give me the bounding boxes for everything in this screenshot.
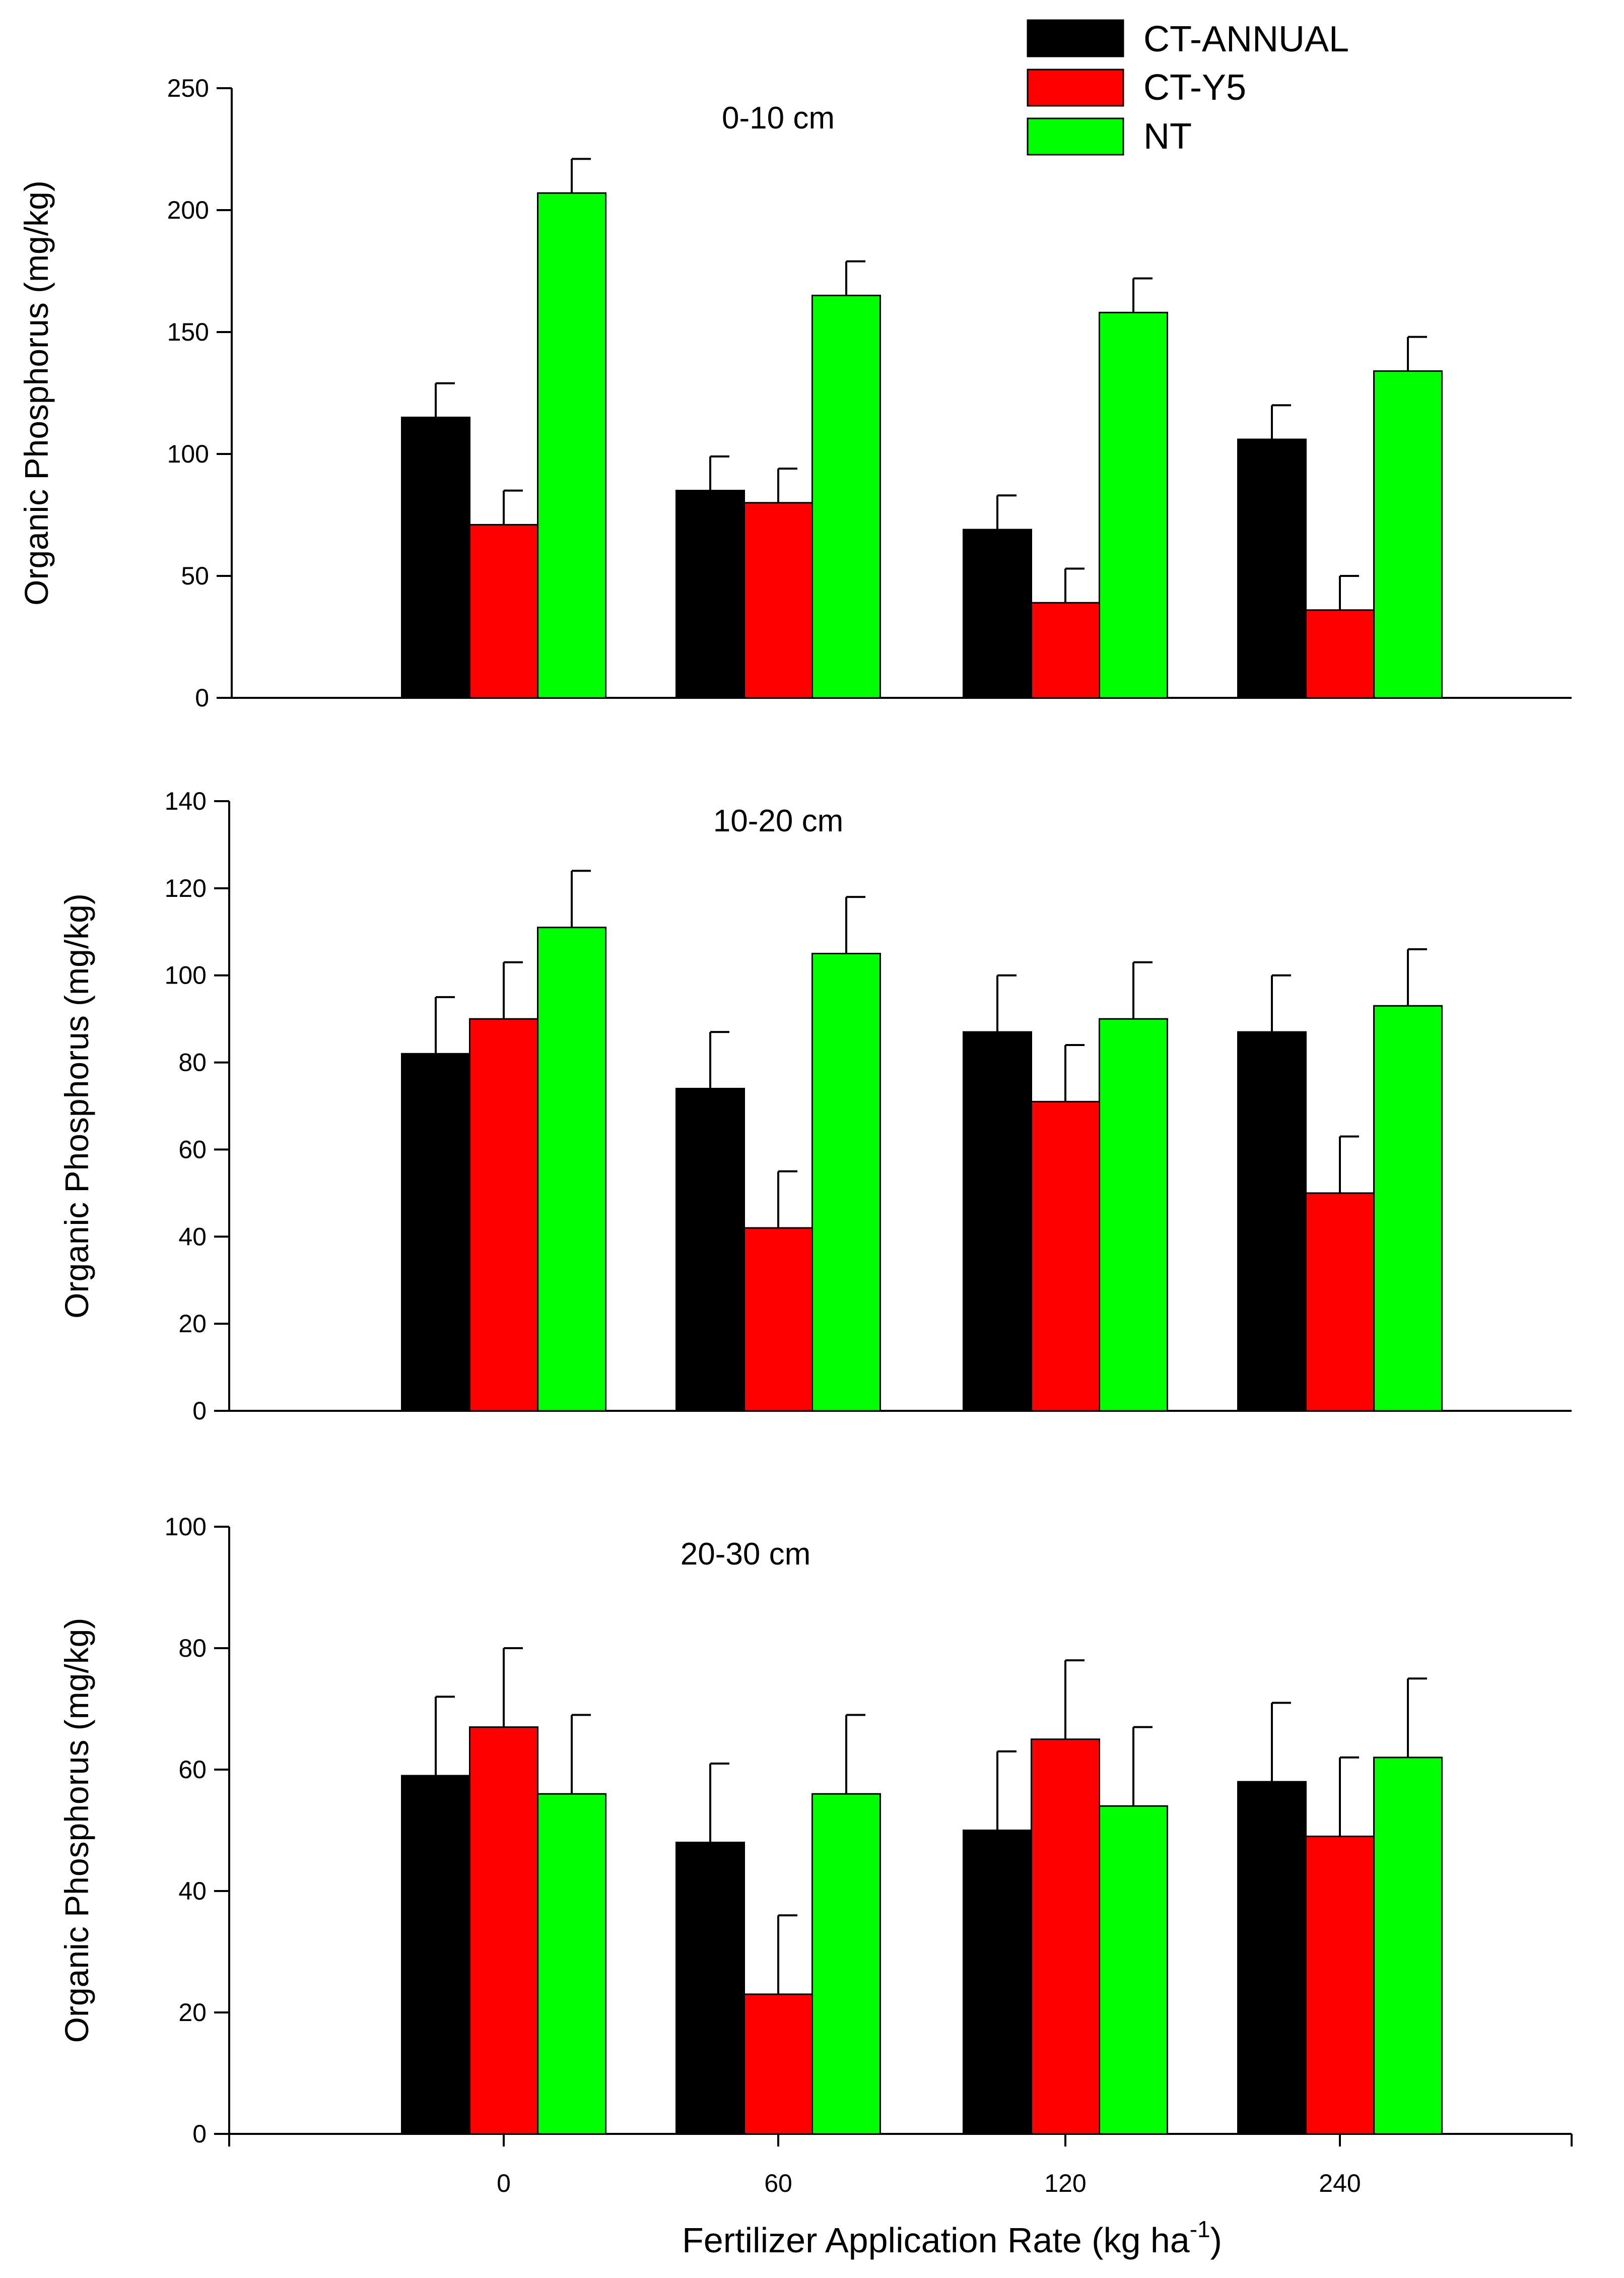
y-tick-label: 40 (178, 1222, 207, 1251)
bar-ct-y5-240 (1305, 1836, 1375, 2135)
legend-swatch-ct-annual (1027, 19, 1124, 57)
bar-nt-240 (1373, 370, 1443, 699)
y-axis-title: Organic Phosphorus (mg/kg) (58, 893, 95, 1319)
legend-label-ct-annual: CT-ANNUAL (1143, 19, 1349, 59)
y-tick-label: 0 (195, 684, 209, 712)
y-tick-label: 150 (167, 318, 209, 346)
bar-ct-annual-240 (1237, 1781, 1307, 2135)
bar-ct-y5-240 (1305, 609, 1375, 699)
bar-nt-60 (811, 1793, 881, 2135)
bar-ct-y5-120 (1031, 602, 1100, 699)
legend-swatch-ct-y5 (1027, 69, 1124, 107)
bar-ct-y5-240 (1305, 1192, 1375, 1412)
y-tick-label: 60 (178, 1135, 207, 1163)
bar-nt-240 (1373, 1756, 1443, 2135)
bar-ct-y5-0 (469, 1018, 538, 1412)
y-tick-label: 80 (178, 1049, 207, 1077)
x-axis-title: Fertilizer Application Rate (kg ha-1) (682, 2216, 1222, 2260)
bar-ct-annual-120 (963, 1031, 1032, 1412)
bar-ct-y5-60 (743, 1993, 813, 2135)
chart-panel-1: 0 50 100 150 200 250 Organic Phosphorus (mg/kg… (18, 74, 1572, 712)
bar-ct-annual-60 (675, 1842, 745, 2135)
x-axis-title-end: ) (1210, 2221, 1222, 2260)
bar-ct-annual-0 (401, 1775, 470, 2135)
bar-ct-annual-60 (675, 490, 745, 699)
legend-label-ct-y5: CT-Y5 (1143, 68, 1246, 108)
legend-swatch-nt (1027, 117, 1124, 156)
y-tick-label: 80 (178, 1634, 207, 1662)
y-tick-label: 140 (165, 787, 207, 815)
bar-nt-120 (1099, 1805, 1168, 2135)
panel-depth-label: 0-10 cm (722, 101, 835, 136)
bar-ct-y5-0 (469, 1726, 538, 2135)
x-tick-label: 60 (764, 2169, 792, 2197)
legend: CT-ANNUAL CT-Y5 NT (1027, 19, 1349, 157)
y-tick-label: 50 (181, 562, 209, 590)
y-axis-title: Organic Phosphorus (mg/kg) (58, 1618, 95, 2043)
x-axis-title-superscript: -1 (1190, 2216, 1210, 2242)
bar-ct-y5-120 (1031, 1100, 1100, 1412)
y-tick-label: 100 (167, 440, 209, 468)
chart-panel-2: 0 20 40 60 80 100 120 140 Organic Phosphorus (mg… (58, 787, 1572, 1425)
bar-ct-annual-120 (963, 1830, 1032, 2135)
y-tick-label: 60 (178, 1755, 207, 1784)
legend-label-nt: NT (1143, 116, 1192, 157)
bar-ct-y5-120 (1031, 1738, 1100, 2135)
y-tick-label: 20 (178, 1998, 207, 2027)
bar-ct-annual-240 (1237, 438, 1307, 699)
y-tick-label: 120 (165, 874, 207, 902)
chart-panel-3: 0 20 40 60 80 100 Organic Phosphorus (mg/kg) 20… (58, 1513, 1573, 2197)
x-tick-label: 240 (1319, 2169, 1361, 2197)
panel-depth-label: 20-30 cm (681, 1537, 810, 1572)
x-tick-label: 0 (497, 2169, 511, 2197)
bar-ct-annual-0 (401, 1053, 470, 1412)
x-tick-label: 120 (1044, 2169, 1086, 2197)
bar-nt-0 (537, 927, 606, 1412)
y-tick-label: 200 (167, 196, 209, 224)
bar-ct-y5-60 (743, 1227, 813, 1412)
bar-nt-0 (537, 1793, 606, 2135)
y-tick-label: 20 (178, 1310, 207, 1338)
bar-ct-annual-120 (963, 529, 1032, 699)
bar-nt-0 (537, 192, 606, 699)
bar-ct-y5-0 (469, 524, 538, 699)
bar-nt-60 (811, 294, 881, 699)
bar-ct-y5-60 (743, 502, 813, 699)
y-tick-label: 100 (165, 961, 207, 990)
y-tick-label: 250 (167, 74, 209, 102)
bar-ct-annual-240 (1237, 1031, 1307, 1412)
y-tick-label: 0 (192, 2120, 207, 2148)
bar-nt-60 (811, 953, 881, 1412)
panel-depth-label: 10-20 cm (713, 804, 843, 838)
bar-ct-annual-0 (401, 416, 470, 699)
y-tick-label: 0 (192, 1397, 207, 1425)
bar-nt-120 (1099, 1018, 1168, 1412)
y-tick-label: 100 (165, 1513, 207, 1541)
bar-nt-240 (1373, 1005, 1443, 1412)
y-axis-title: Organic Phosphorus (mg/kg) (18, 180, 55, 606)
bar-ct-annual-60 (675, 1087, 745, 1412)
x-axis-title-main: Fertilizer Application Rate (kg ha (682, 2221, 1190, 2260)
bar-nt-120 (1099, 311, 1168, 699)
y-tick-label: 40 (178, 1877, 207, 1905)
